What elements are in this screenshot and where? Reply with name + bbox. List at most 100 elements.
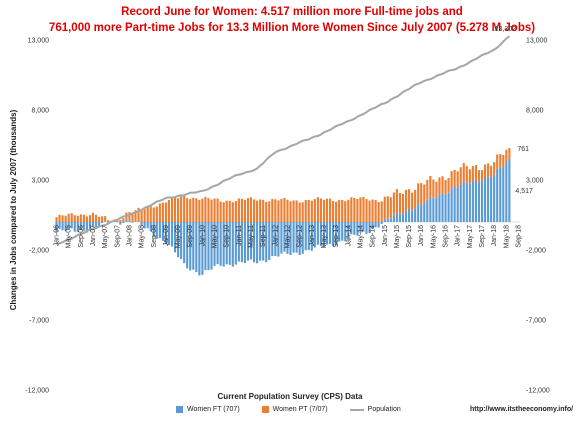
bar-pt (350, 197, 353, 222)
x-tick-label: May-12 (285, 225, 292, 248)
bar-pt (216, 198, 219, 222)
bar-pt (477, 170, 481, 183)
bar-pt (134, 210, 137, 222)
bar-pt (146, 206, 149, 222)
bar-ft (347, 222, 350, 239)
bar-ft (319, 222, 322, 247)
bar-ft (58, 222, 61, 229)
x-tick-label: May-10 (212, 225, 219, 248)
x-tick-label: Sep-07 (114, 225, 121, 248)
x-tick-label: Sep-13 (333, 225, 340, 248)
bar-pt (119, 220, 122, 222)
bar-pt (280, 198, 283, 222)
bar-ft (408, 209, 411, 222)
bar-pt (246, 198, 250, 222)
x-tick-label: Sep-12 (297, 225, 304, 248)
bar-pt (231, 202, 234, 222)
bar-pt (319, 198, 322, 222)
population-line-group (56, 35, 511, 245)
bar-ft (119, 222, 122, 225)
legend-label-pt: Women PT (7/07) (272, 406, 328, 413)
bar-ft (435, 197, 438, 222)
bar-ft (240, 222, 243, 263)
bar-pt (192, 197, 195, 222)
bar-pt (253, 199, 256, 222)
bar-ft (474, 179, 477, 222)
bar-pt (423, 184, 426, 204)
annotation-ft-total: 4,517 (515, 188, 533, 195)
bar-pt (249, 197, 253, 222)
bar-ft (332, 222, 335, 247)
bar-ft (131, 222, 134, 223)
bar-ft (368, 222, 371, 234)
bar-ft (462, 181, 465, 222)
bar-pt (198, 199, 201, 222)
bar-pt (131, 213, 134, 222)
bar-ft (401, 213, 405, 222)
bar-ft (67, 222, 70, 229)
bar-pt (341, 199, 344, 222)
bar-ft (61, 222, 64, 231)
bar-ft (432, 197, 435, 222)
bar-pt (274, 199, 277, 222)
x-tick-label: Jan-14 (345, 225, 352, 247)
bar-pt (149, 206, 152, 222)
bar-ft (499, 167, 502, 222)
bar-ft (73, 222, 76, 232)
bar-pt (508, 148, 511, 159)
bar-pt (444, 179, 447, 195)
bar-ft (441, 193, 444, 222)
bar-pt (377, 202, 380, 222)
bar-ft (280, 222, 283, 254)
bar-ft (338, 222, 341, 242)
bar-ft (350, 222, 353, 235)
bar-pt (325, 198, 329, 222)
x-tick-label: Jan-17 (455, 225, 462, 247)
bar-ft (307, 222, 310, 250)
bar-pt (170, 197, 174, 222)
x-tick-label: Sep-18 (515, 225, 522, 248)
bar-ft (204, 222, 207, 271)
bar-pt (137, 207, 140, 222)
bar-ft (122, 222, 125, 223)
bar-ft (298, 222, 301, 255)
source-url: http://www.itstheeconomy.info/ (470, 406, 574, 413)
chart-title-line-2: 761,000 more Part-time Jobs for 13.3 Mil… (48, 22, 536, 34)
x-tick-label: Sep-16 (443, 225, 450, 248)
bar-pt (441, 176, 444, 194)
bar-pt (374, 199, 377, 222)
bar-ft (277, 222, 280, 257)
bar-ft (328, 222, 332, 244)
bar-ft (292, 222, 295, 253)
bar-ft (508, 158, 511, 222)
legend-swatch-population (349, 408, 364, 411)
bar-ft (456, 187, 459, 222)
bar-ft (167, 222, 171, 246)
bar-ft (420, 203, 423, 222)
bar-ft (104, 221, 107, 222)
bar-ft (101, 222, 104, 224)
bar-ft (353, 222, 356, 235)
bar-pt (228, 200, 231, 222)
bar-pt (465, 166, 468, 183)
bar-pt (505, 149, 508, 162)
bar-pt (173, 197, 177, 222)
bar-pt (313, 199, 316, 222)
x-tick-label: Jan-08 (126, 225, 133, 247)
bar-ft (253, 222, 256, 263)
bar-ft (502, 166, 505, 222)
bar-pt (322, 199, 326, 222)
bar-ft (447, 192, 450, 222)
y-tick-label-right: -7,000 (526, 318, 546, 325)
bar-ft (371, 222, 374, 229)
y-tick-label-right: 3,000 (526, 178, 544, 185)
x-tick-label: May-16 (430, 225, 437, 248)
bar-ft (341, 222, 344, 241)
bar-ft (192, 222, 195, 270)
bar-pt (277, 200, 280, 222)
bar-pt (213, 198, 216, 222)
bar-pt (283, 197, 286, 222)
bar-pt (88, 215, 92, 222)
bar-pt (143, 209, 146, 222)
bar-pt (164, 202, 167, 222)
